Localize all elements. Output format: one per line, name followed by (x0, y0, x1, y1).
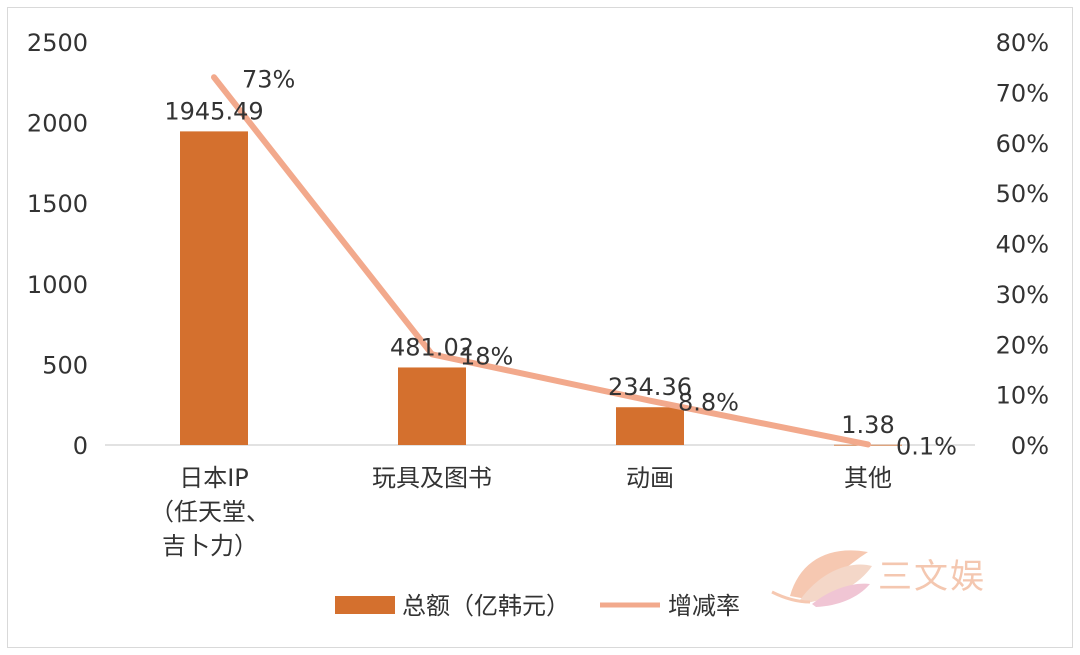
rate-value-label: 8.8% (678, 389, 739, 417)
bar (180, 131, 248, 445)
category-label-line: 其他 (844, 464, 892, 492)
bar (616, 407, 684, 445)
right-tick-label: 40% (996, 231, 1049, 259)
right-axis-ticks: 0% 10% 20% 30% 40% 50% 60% 70% 80% (996, 29, 1049, 460)
category-label-line: 玩具及图书 (372, 464, 492, 492)
left-tick-label: 2000 (27, 110, 88, 138)
rate-value-label: 73% (242, 65, 295, 93)
right-tick-label: 30% (996, 281, 1049, 309)
left-tick-label: 500 (42, 351, 88, 379)
bar-value-label: 481.02 (390, 333, 474, 361)
right-tick-label: 80% (996, 29, 1049, 57)
line-series (211, 74, 871, 448)
legend: 总额（亿韩元） 增减率 (335, 592, 740, 620)
bar (398, 367, 466, 445)
category-label-line: 吉卜力） (162, 532, 258, 560)
bar-series (180, 131, 902, 446)
right-tick-label: 10% (996, 382, 1049, 410)
watermark-text: 三文娱 (878, 557, 986, 597)
left-axis-ticks: 0 500 1000 1500 2000 2500 (27, 29, 88, 460)
watermark: 三文娱 (771, 550, 986, 607)
category-label-line: 日本IP (179, 464, 249, 492)
category-label: 日本IP （任天堂、吉卜力） (150, 464, 270, 560)
category-label: 动画 (626, 464, 674, 492)
category-label: 其他 (844, 464, 892, 492)
bar-value-label: 1.38 (841, 411, 894, 439)
bar-value-label: 1945.49 (164, 97, 263, 125)
data-labels: 1945.49 481.02 234.36 1.38 73% 18% 8.8% 0.1% (164, 65, 957, 460)
right-tick-label: 60% (996, 130, 1049, 158)
category-label-line: （任天堂、 (150, 498, 270, 526)
left-tick-label: 0 (73, 432, 88, 460)
right-tick-label: 0% (1011, 432, 1049, 460)
category-label-line: 动画 (626, 464, 674, 492)
legend-label-bar: 总额（亿韩元） (402, 592, 570, 620)
rate-value-label: 0.1% (896, 432, 957, 460)
category-labels: 日本IP （任天堂、吉卜力） 玩具及图书 动画 其他 (150, 464, 892, 560)
right-tick-label: 50% (996, 180, 1049, 208)
legend-label-line: 增减率 (668, 592, 740, 620)
petal-logo-icon (771, 550, 872, 607)
category-label: 玩具及图书 (372, 464, 492, 492)
left-tick-label: 2500 (27, 29, 88, 57)
rate-value-label: 18% (460, 342, 513, 370)
right-tick-label: 70% (996, 79, 1049, 107)
right-tick-label: 20% (996, 331, 1049, 359)
growth-line (211, 74, 871, 448)
left-tick-label: 1000 (27, 271, 88, 299)
left-tick-label: 1500 (27, 190, 88, 218)
legend-swatch-bar (335, 596, 395, 614)
bar-value-label: 234.36 (608, 373, 692, 401)
